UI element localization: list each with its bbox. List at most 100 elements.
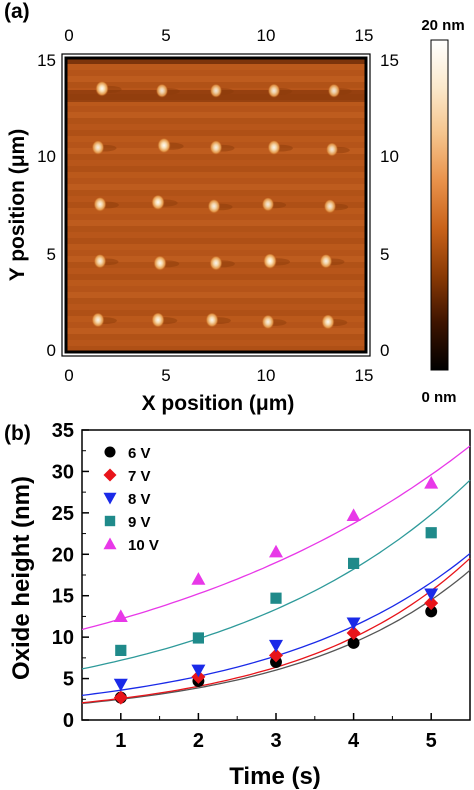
colorbar-max-label: 20 nm xyxy=(421,17,464,34)
chart-legend-label: 10 V xyxy=(128,537,159,554)
afm-scan-line xyxy=(66,124,366,130)
chart-y-tick-label: 20 xyxy=(52,544,74,566)
chart-y-tick-label: 30 xyxy=(52,461,74,483)
afm-scan-line xyxy=(66,328,366,334)
afm-scan-line xyxy=(66,226,366,232)
afm-y-tick-label-right: 10 xyxy=(380,147,399,166)
chart-legend: 6 V 7 V 8 V 9 V 10 V xyxy=(103,445,159,554)
afm-scan-line xyxy=(66,274,366,280)
chart-data-point xyxy=(424,596,439,611)
chart-legend-label: 8 V xyxy=(128,491,151,508)
afm-scan-line xyxy=(66,280,366,286)
chart-data-points xyxy=(113,476,439,705)
chart-y-tick-label: 35 xyxy=(52,420,74,442)
afm-y-tick-label-right: 5 xyxy=(380,245,389,264)
chart-data-point xyxy=(348,557,360,569)
afm-scan-line xyxy=(66,244,366,250)
chart-data-point xyxy=(346,617,361,631)
afm-scan-line xyxy=(66,178,366,184)
afm-oxide-dot xyxy=(209,256,223,272)
chart-data-point xyxy=(113,678,128,692)
afm-scan-line xyxy=(66,154,366,160)
afm-oxide-dot xyxy=(207,199,221,215)
afm-scan-line xyxy=(66,310,366,316)
chart-data-point xyxy=(192,632,204,644)
afm-scan-line xyxy=(66,340,366,346)
afm-scan-line xyxy=(66,106,366,112)
afm-oxide-dot xyxy=(325,143,339,158)
afm-oxide-dot xyxy=(157,138,171,155)
afm-x-tick-label-bottom: 10 xyxy=(257,366,276,385)
afm-oxide-dot xyxy=(323,199,337,215)
afm-x-tick-label-bottom: 0 xyxy=(64,366,73,385)
chart-data-point xyxy=(191,664,206,678)
afm-oxide-dot xyxy=(261,197,275,213)
afm-scan-line xyxy=(66,184,366,190)
afm-scan-line xyxy=(66,238,366,244)
afm-scan-line xyxy=(66,100,366,106)
afm-oxide-dot xyxy=(327,84,341,99)
chart-y-tick-label: 5 xyxy=(63,669,74,691)
chart-data-point xyxy=(424,476,439,489)
chart-data-point xyxy=(269,648,283,663)
afm-oxide-dot xyxy=(209,84,223,99)
panel-b-label: (b) xyxy=(4,422,31,445)
chart-x-tick-label: 3 xyxy=(270,730,281,752)
afm-oxide-dot xyxy=(93,197,107,213)
afm-oxide-dot xyxy=(209,140,223,156)
afm-scan-line xyxy=(66,304,366,310)
afm-x-tick-label-top: 15 xyxy=(355,26,374,45)
afm-scan-line xyxy=(66,250,366,256)
afm-scan-line xyxy=(66,334,366,340)
afm-oxide-dot xyxy=(321,314,335,331)
afm-oxide-dot xyxy=(319,254,333,270)
afm-scan-line xyxy=(66,232,366,238)
afm-scan-line xyxy=(66,346,366,352)
afm-scan-line xyxy=(66,118,366,124)
afm-x-tick-label-top: 10 xyxy=(257,26,276,45)
chart-y-tick-label: 25 xyxy=(52,503,74,525)
chart-y-axis-label: Oxide height (nm) xyxy=(8,476,35,680)
afm-scan-line xyxy=(66,112,366,118)
chart-fit-line xyxy=(81,569,471,705)
chart-fit-line xyxy=(81,552,471,697)
afm-x-tick-label-top: 5 xyxy=(161,26,170,45)
afm-scan-line xyxy=(66,172,366,178)
afm-scan-line xyxy=(66,286,366,292)
afm-oxide-dot xyxy=(261,315,275,330)
chart-fit-line xyxy=(81,557,471,704)
chart-data-point xyxy=(113,690,128,705)
chart-x-tick-label: 5 xyxy=(426,730,437,752)
chart-x-axis-label: Time (s) xyxy=(229,763,321,790)
afm-scan-line xyxy=(66,136,366,142)
chart-fit-line xyxy=(81,479,471,670)
afm-oxide-dot xyxy=(263,253,277,270)
chart-data-point xyxy=(113,609,128,623)
afm-dark-band xyxy=(66,58,366,64)
panel-a-label: (a) xyxy=(4,0,30,23)
afm-oxide-dot xyxy=(205,313,219,329)
afm-scan-line xyxy=(66,196,366,202)
chart-data-point xyxy=(347,636,360,649)
chart-legend-marker xyxy=(104,515,116,527)
afm-oxide-dot xyxy=(91,140,105,156)
afm-scan-line xyxy=(66,76,366,82)
afm-scan-line xyxy=(66,298,366,304)
afm-y-tick-label-right: 0 xyxy=(380,341,389,360)
afm-scan-line xyxy=(66,64,366,70)
chart-y-tick-label: 0 xyxy=(63,710,74,732)
afm-scan-line xyxy=(66,190,366,196)
chart-legend-label: 7 V xyxy=(128,468,151,485)
colorbar xyxy=(430,39,449,371)
chart-legend-marker xyxy=(104,446,116,458)
afm-scan-line xyxy=(66,70,366,76)
chart-x-tick-label: 1 xyxy=(115,730,126,752)
afm-oxide-dot xyxy=(93,254,107,270)
colorbar-min-label: 0 nm xyxy=(421,389,456,406)
chart-data-point xyxy=(269,639,283,653)
oxide-height-chart: 1 2 3 4 5 0 5 10 15 20 25 30 35 6 V 7 V 8 V 9 V 10 V Tim… xyxy=(8,420,471,790)
chart-data-point xyxy=(425,605,438,618)
chart-y-tick-label: 10 xyxy=(52,627,74,649)
